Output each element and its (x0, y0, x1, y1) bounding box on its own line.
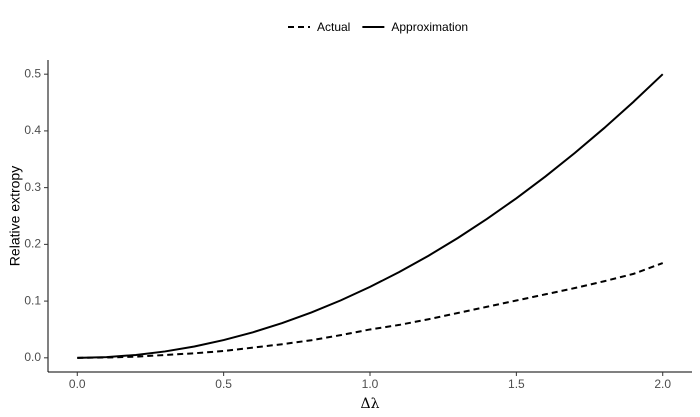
y-tick-label: 0.5 (24, 66, 41, 80)
line-series (77, 262, 664, 359)
y-tick-label: 0.2 (24, 237, 41, 251)
y-tick-label: 0.4 (24, 123, 41, 137)
x-axis-title: Δλ (361, 396, 380, 412)
legend-label: Approximation (391, 20, 468, 34)
y-tick-label: 0.3 (24, 180, 41, 194)
x-tick-label: 0.5 (215, 377, 232, 391)
x-tick-label: 2.0 (654, 377, 671, 391)
x-tick-label: 1.0 (362, 377, 379, 391)
y-tick-label: 0.0 (24, 350, 41, 364)
y-axis-title: Relative extropy (7, 166, 23, 266)
x-tick-label: 0.0 (69, 377, 86, 391)
line-series (77, 73, 664, 359)
y-tick-label: 0.1 (24, 293, 41, 307)
x-tick-label: 1.5 (508, 377, 525, 391)
legend-label: Actual (317, 20, 350, 34)
